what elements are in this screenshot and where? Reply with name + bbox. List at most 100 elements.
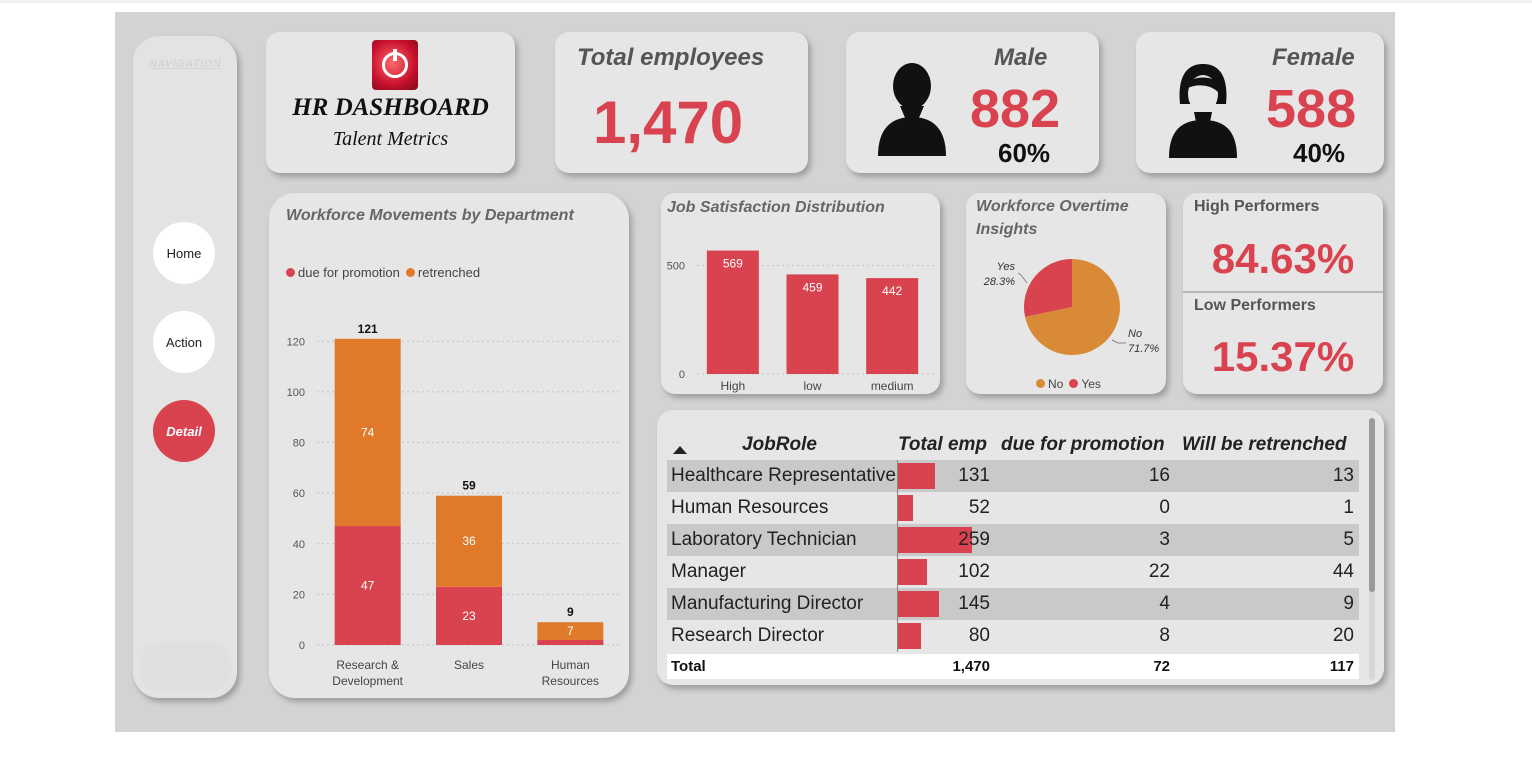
bar-segment — [334, 526, 401, 645]
x-tick-label: Sales — [454, 658, 484, 672]
cell-jobrole: Laboratory Technician — [671, 529, 857, 550]
detail-button[interactable]: Detail — [153, 400, 215, 462]
pie-label-yes: Yes — [997, 261, 1016, 273]
table-total-row: Total 1,470 72 117 — [667, 654, 1359, 679]
cell-retrenched: 1 — [1343, 497, 1354, 518]
x-tick-label: Research & — [336, 658, 399, 672]
bar-segment — [334, 338, 401, 527]
performers-card: High Performers 84.63% Low Performers 15… — [1183, 193, 1383, 394]
performers-divider — [1183, 291, 1383, 293]
leader-line — [1017, 272, 1028, 284]
high-performers-label: High Performers — [1194, 198, 1320, 215]
header-total-emp[interactable]: Total emp — [898, 434, 988, 455]
header-will-be-retrenched[interactable]: Will be retrenched — [1182, 434, 1347, 455]
cell-total-emp: 259 — [958, 529, 990, 550]
data-label: 442 — [882, 284, 902, 298]
bar-segment — [537, 639, 604, 645]
female-value: 588 — [1266, 79, 1357, 139]
female-card: Female 588 40% — [1136, 32, 1384, 173]
legend-item-promotion[interactable]: due for promotion — [286, 265, 400, 280]
cell-retrenched: 13 — [1332, 465, 1354, 486]
pie-label-yes-pct: 28.3% — [983, 276, 1015, 288]
y-tick-label: 60 — [293, 488, 305, 500]
action-button[interactable]: Action — [153, 311, 215, 373]
x-tick-label: Human — [551, 658, 590, 672]
overtime-legend: No Yes — [1036, 377, 1101, 391]
table-row[interactable]: Research Director 80 8 20 — [667, 620, 1359, 652]
pie-label-no: No — [1128, 328, 1142, 340]
overtime-title: Workforce Overtime Insights — [976, 198, 1129, 238]
legend-item-retrenched[interactable]: retrenched — [405, 265, 481, 280]
data-label: 569 — [723, 257, 743, 271]
table-scrollbar-thumb[interactable] — [1369, 418, 1375, 592]
bar-segment — [436, 495, 502, 587]
y-tick-label: 40 — [293, 539, 305, 551]
bar — [866, 278, 919, 374]
male-percent: 60% — [998, 138, 1051, 168]
legend-item-no[interactable]: No — [1036, 377, 1063, 391]
data-label: 47 — [361, 579, 375, 593]
report-canvas: NAVIGATION Home Action Detail HR DASHBOA… — [115, 12, 1395, 732]
cell-retrenched: 44 — [1332, 561, 1354, 582]
leader-line — [1111, 339, 1126, 344]
y-tick-label: 120 — [287, 336, 305, 348]
cell-retrenched: 20 — [1332, 625, 1354, 646]
cell-total-emp: 131 — [958, 465, 990, 486]
dashboard-title: HR DASHBOARD — [292, 94, 489, 121]
data-label: 23 — [462, 609, 476, 623]
header-jobrole[interactable]: JobRole — [742, 434, 817, 455]
cell-total-emp: 102 — [958, 561, 990, 582]
total-emp-bar — [898, 591, 940, 617]
job-satisfaction-card: Job Satisfaction Distribution 0 500 569 Hig… — [661, 193, 940, 394]
total-emp-bar — [898, 559, 928, 585]
cell-total-emp: 80 — [968, 625, 990, 646]
y-tick-label: 80 — [293, 438, 305, 450]
total-row-retrenched: 117 — [1329, 658, 1354, 675]
header-due-for-promotion[interactable]: due for promotion — [1001, 434, 1165, 455]
female-percent: 40% — [1293, 138, 1346, 168]
male-label: Male — [994, 44, 1048, 71]
female-person-icon — [1169, 64, 1237, 158]
navigation-panel: NAVIGATION Home Action Detail — [133, 36, 237, 698]
home-button[interactable]: Home — [153, 222, 215, 284]
dashboard-subtitle: Talent Metrics — [332, 128, 449, 150]
cell-jobrole: Human Resources — [671, 497, 829, 518]
cell-promotion: 3 — [1159, 529, 1170, 550]
sort-ascending-icon[interactable] — [673, 446, 687, 454]
cell-jobrole: Research Director — [671, 625, 825, 646]
cell-retrenched: 5 — [1343, 529, 1354, 550]
total-row-promotion: 72 — [1153, 658, 1170, 675]
dashboard-header-card: HR DASHBOARD Talent Metrics — [266, 32, 515, 173]
workforce-movements-card: Workforce Movements by Department due fo… — [269, 193, 629, 698]
high-performers-value: 84.63% — [1211, 235, 1355, 282]
total-emp-bar — [898, 623, 921, 649]
x-tick-label: High — [720, 379, 745, 393]
total-emp-bar — [898, 495, 913, 521]
table-row[interactable]: Laboratory Technician 259 3 5 — [667, 524, 1359, 556]
y-tick-label: 0 — [679, 369, 685, 381]
navigation-footer — [139, 642, 231, 692]
job-role-table: JobRole Total emp due for promotion Will… — [657, 410, 1384, 685]
legend-item-yes[interactable]: Yes — [1069, 377, 1101, 391]
workforce-movements-chart: 0 20 40 60 80 100 120 47 74 121 Research & Developm… — [287, 322, 621, 688]
total-label: 9 — [567, 605, 574, 619]
bar — [706, 250, 759, 374]
table-row[interactable]: Manufacturing Director 145 4 9 — [667, 588, 1359, 620]
table-row[interactable]: Manager 102 22 44 — [667, 556, 1359, 588]
total-label: 59 — [462, 479, 476, 493]
table-row[interactable]: Human Resources 52 0 1 — [667, 492, 1359, 524]
y-tick-label: 20 — [293, 589, 305, 601]
table-row[interactable]: Healthcare Representative 131 16 13 — [667, 460, 1359, 492]
cell-jobrole: Manager — [671, 561, 746, 582]
cell-promotion: 16 — [1148, 465, 1170, 486]
cell-promotion: 0 — [1159, 497, 1170, 518]
x-tick-label: Development — [332, 674, 403, 688]
total-emp-bar — [898, 527, 972, 553]
low-performers-value: 15.37% — [1211, 333, 1355, 380]
legend-label-retrenched: retrenched — [417, 265, 481, 280]
x-tick-label: Resources — [542, 674, 599, 688]
cell-total-emp: 52 — [968, 497, 990, 518]
cell-promotion: 8 — [1159, 625, 1170, 646]
cell-total-emp: 145 — [958, 593, 990, 614]
bar-segment — [436, 586, 502, 645]
